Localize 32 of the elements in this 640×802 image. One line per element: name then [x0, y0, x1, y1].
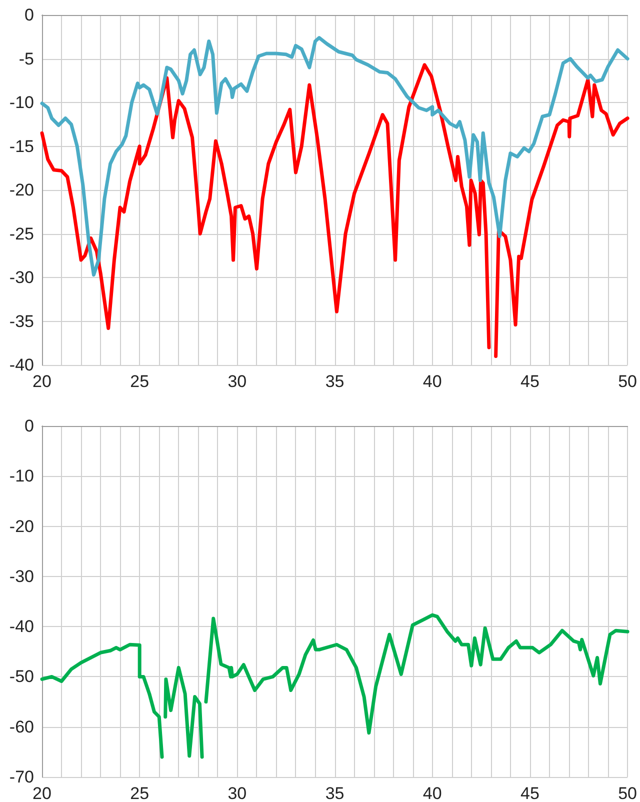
x-tick-label: 50 [618, 372, 638, 391]
y-tick-label: -30 [9, 566, 34, 586]
x-tick-label: 35 [325, 784, 344, 802]
x-tick-label: 50 [618, 784, 638, 802]
y-tick-label: -30 [9, 268, 34, 287]
x-tick-label: 30 [228, 784, 247, 802]
y-tick-label: -5 [18, 49, 34, 68]
y-tick-label: -70 [9, 768, 34, 786]
x-tick-label: 45 [520, 784, 540, 802]
y-tick-label: -20 [9, 516, 34, 536]
y-tick-label: 0 [24, 6, 34, 24]
x-tick-label: 40 [422, 784, 442, 802]
x-tick-label: 25 [130, 372, 150, 391]
y-tick-label: -15 [9, 136, 34, 156]
y-tick-label: -10 [9, 93, 34, 112]
y-tick-label: -40 [9, 356, 34, 374]
y-tick-label: -40 [9, 617, 34, 636]
x-tick-label: 25 [130, 784, 150, 802]
y-tick-label: -20 [9, 180, 34, 200]
x-tick-label: 45 [520, 372, 540, 391]
y-tick-label: -50 [9, 667, 34, 686]
x-tick-label: 20 [32, 784, 52, 802]
y-tick-label: -10 [9, 466, 34, 486]
y-tick-label: -35 [9, 312, 34, 331]
y-tick-label: -25 [9, 224, 34, 244]
x-tick-label: 30 [228, 372, 247, 391]
line-series [40, 36, 630, 277]
y-tick-label: -60 [9, 717, 34, 736]
y-tick-label: 0 [24, 416, 34, 436]
x-tick-label: 40 [422, 372, 442, 391]
x-tick-label: 35 [325, 372, 344, 391]
x-tick-label: 20 [32, 372, 52, 391]
